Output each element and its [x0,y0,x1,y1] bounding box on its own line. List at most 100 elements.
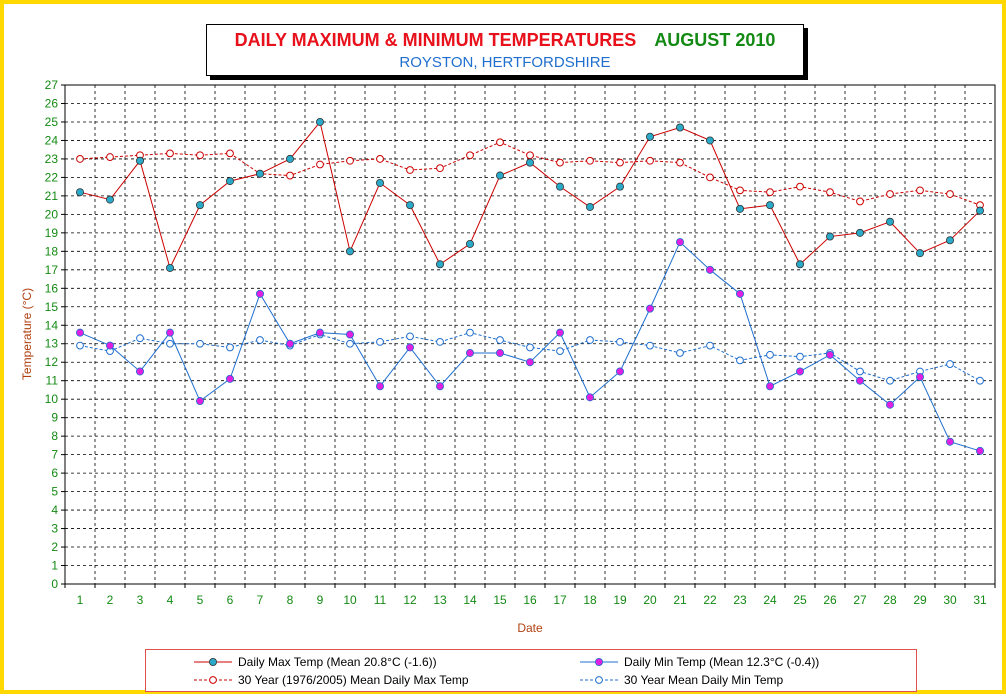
x-tick-label: 23 [733,593,747,607]
data-point-30yr-mean-min [76,341,84,350]
data-point-daily-min [526,358,535,367]
data-point-30yr-mean-max [466,151,474,160]
y-tick-label: 15 [45,300,59,314]
x-tick-label: 3 [137,593,144,607]
legend-item-30yr-min: 30 Year Mean Daily Min Temp [578,671,908,689]
series-daily-min [76,238,985,455]
data-point-30yr-mean-max [376,155,384,163]
data-point-30yr-mean-min [136,334,144,343]
data-point-30yr-mean-min [196,339,204,348]
data-point-30yr-mean-min [166,339,174,348]
data-point-daily-max [676,123,685,132]
legend-swatch-daily-min [580,658,618,666]
data-point-daily-max [345,247,354,256]
legend-label-daily-max: Daily Max Temp (Mean 20.8°C (-1.6)) [238,655,437,669]
series-30yr-mean-max [76,138,984,210]
x-tick-label: 18 [583,593,597,607]
data-point-30yr-mean-min [226,343,234,352]
x-tick-label: 11 [374,593,387,607]
data-point-daily-min [976,446,985,455]
data-point-30yr-mean-max [286,171,294,180]
data-point-daily-min [586,393,595,402]
y-tick-label: 10 [45,392,59,406]
x-axis-label: Date [517,621,543,635]
plot-area [64,84,996,585]
data-point-daily-max [736,204,745,213]
data-point-30yr-mean-max [496,138,504,147]
x-tick-label: 2 [107,593,114,607]
grid [61,84,996,588]
data-point-daily-max [76,188,85,197]
data-point-30yr-mean-min [376,337,384,346]
y-tick-label: 27 [45,78,59,92]
data-point-daily-min [616,367,625,376]
data-point-daily-min [195,397,204,406]
data-point-30yr-mean-max [586,156,594,165]
x-tick-label: 1 [77,593,84,607]
data-point-daily-max [495,171,504,180]
y-tick-label: 6 [51,466,58,480]
legend-label-30yr-max: 30 Year (1976/2005) Mean Daily Max Temp [238,673,469,687]
data-point-30yr-mean-min [706,341,714,350]
x-tick-label: 4 [167,593,174,607]
tick-labels: 0123456789101112131415161718192021222324… [45,78,987,607]
data-point-30yr-mean-max [526,151,534,160]
x-tick-label: 8 [287,593,294,607]
data-point-daily-min [225,374,234,383]
data-point-daily-max [916,249,925,258]
y-tick-label: 3 [51,522,58,536]
y-tick-label: 14 [45,318,59,332]
y-tick-label: 2 [51,540,58,554]
data-point-30yr-mean-min [496,336,504,344]
data-point-daily-max [255,169,264,178]
data-point-daily-max [135,156,144,165]
legend-swatch-30yr-max [194,676,232,684]
series-daily-max [76,117,985,272]
x-tick-label: 22 [703,593,717,607]
y-tick-label: 12 [45,355,59,369]
data-point-30yr-mean-min [856,367,864,376]
x-tick-label: 9 [317,593,324,607]
data-point-30yr-mean-max [796,182,804,191]
data-point-daily-max [616,182,625,191]
data-point-daily-max [315,117,324,126]
x-tick-label: 17 [553,593,567,607]
data-point-daily-min [886,400,895,409]
data-point-daily-min [135,367,144,376]
data-point-30yr-mean-max [616,158,624,167]
data-point-30yr-mean-max [886,190,894,198]
legend-item-daily-max: Daily Max Temp (Mean 20.8°C (-1.6)) [192,653,522,671]
data-point-30yr-mean-max [676,158,684,167]
data-point-daily-max [435,260,444,269]
data-point-daily-max [106,195,115,204]
legend: Daily Max Temp (Mean 20.8°C (-1.6)) Dail… [145,649,917,692]
data-point-30yr-mean-min [676,349,684,357]
data-point-daily-min [165,328,174,337]
data-point-30yr-mean-min [946,360,954,368]
x-tick-label: 28 [883,593,897,607]
data-point-daily-min [736,289,745,298]
chart-title: DAILY MAXIMUM & MINIMUM TEMPERATURES AUGU… [207,30,803,51]
y-tick-label: 1 [51,559,58,573]
data-point-30yr-mean-max [346,156,354,165]
data-point-30yr-mean-max [226,149,234,158]
legend-item-daily-min: Daily Min Temp (Mean 12.3°C (-0.4)) [578,653,908,671]
x-tick-label: 16 [523,593,537,607]
data-point-daily-min [916,373,925,382]
y-tick-label: 25 [45,115,59,129]
data-point-30yr-mean-max [436,164,444,173]
y-tick-label: 20 [45,207,59,221]
legend-label-daily-min: Daily Min Temp (Mean 12.3°C (-0.4)) [624,655,820,669]
data-point-daily-max [946,236,955,245]
y-tick-label: 23 [45,152,59,166]
y-tick-label: 8 [51,429,58,443]
chart-canvas: 0123456789101112131415161718192021222324… [20,78,996,635]
data-point-daily-min [946,437,955,446]
data-point-30yr-mean-max [106,153,114,161]
data-point-30yr-mean-max [406,166,414,174]
data-point-daily-max [856,228,865,237]
data-point-30yr-mean-max [196,151,204,160]
data-point-daily-min [405,343,414,352]
data-point-daily-min [796,367,805,376]
